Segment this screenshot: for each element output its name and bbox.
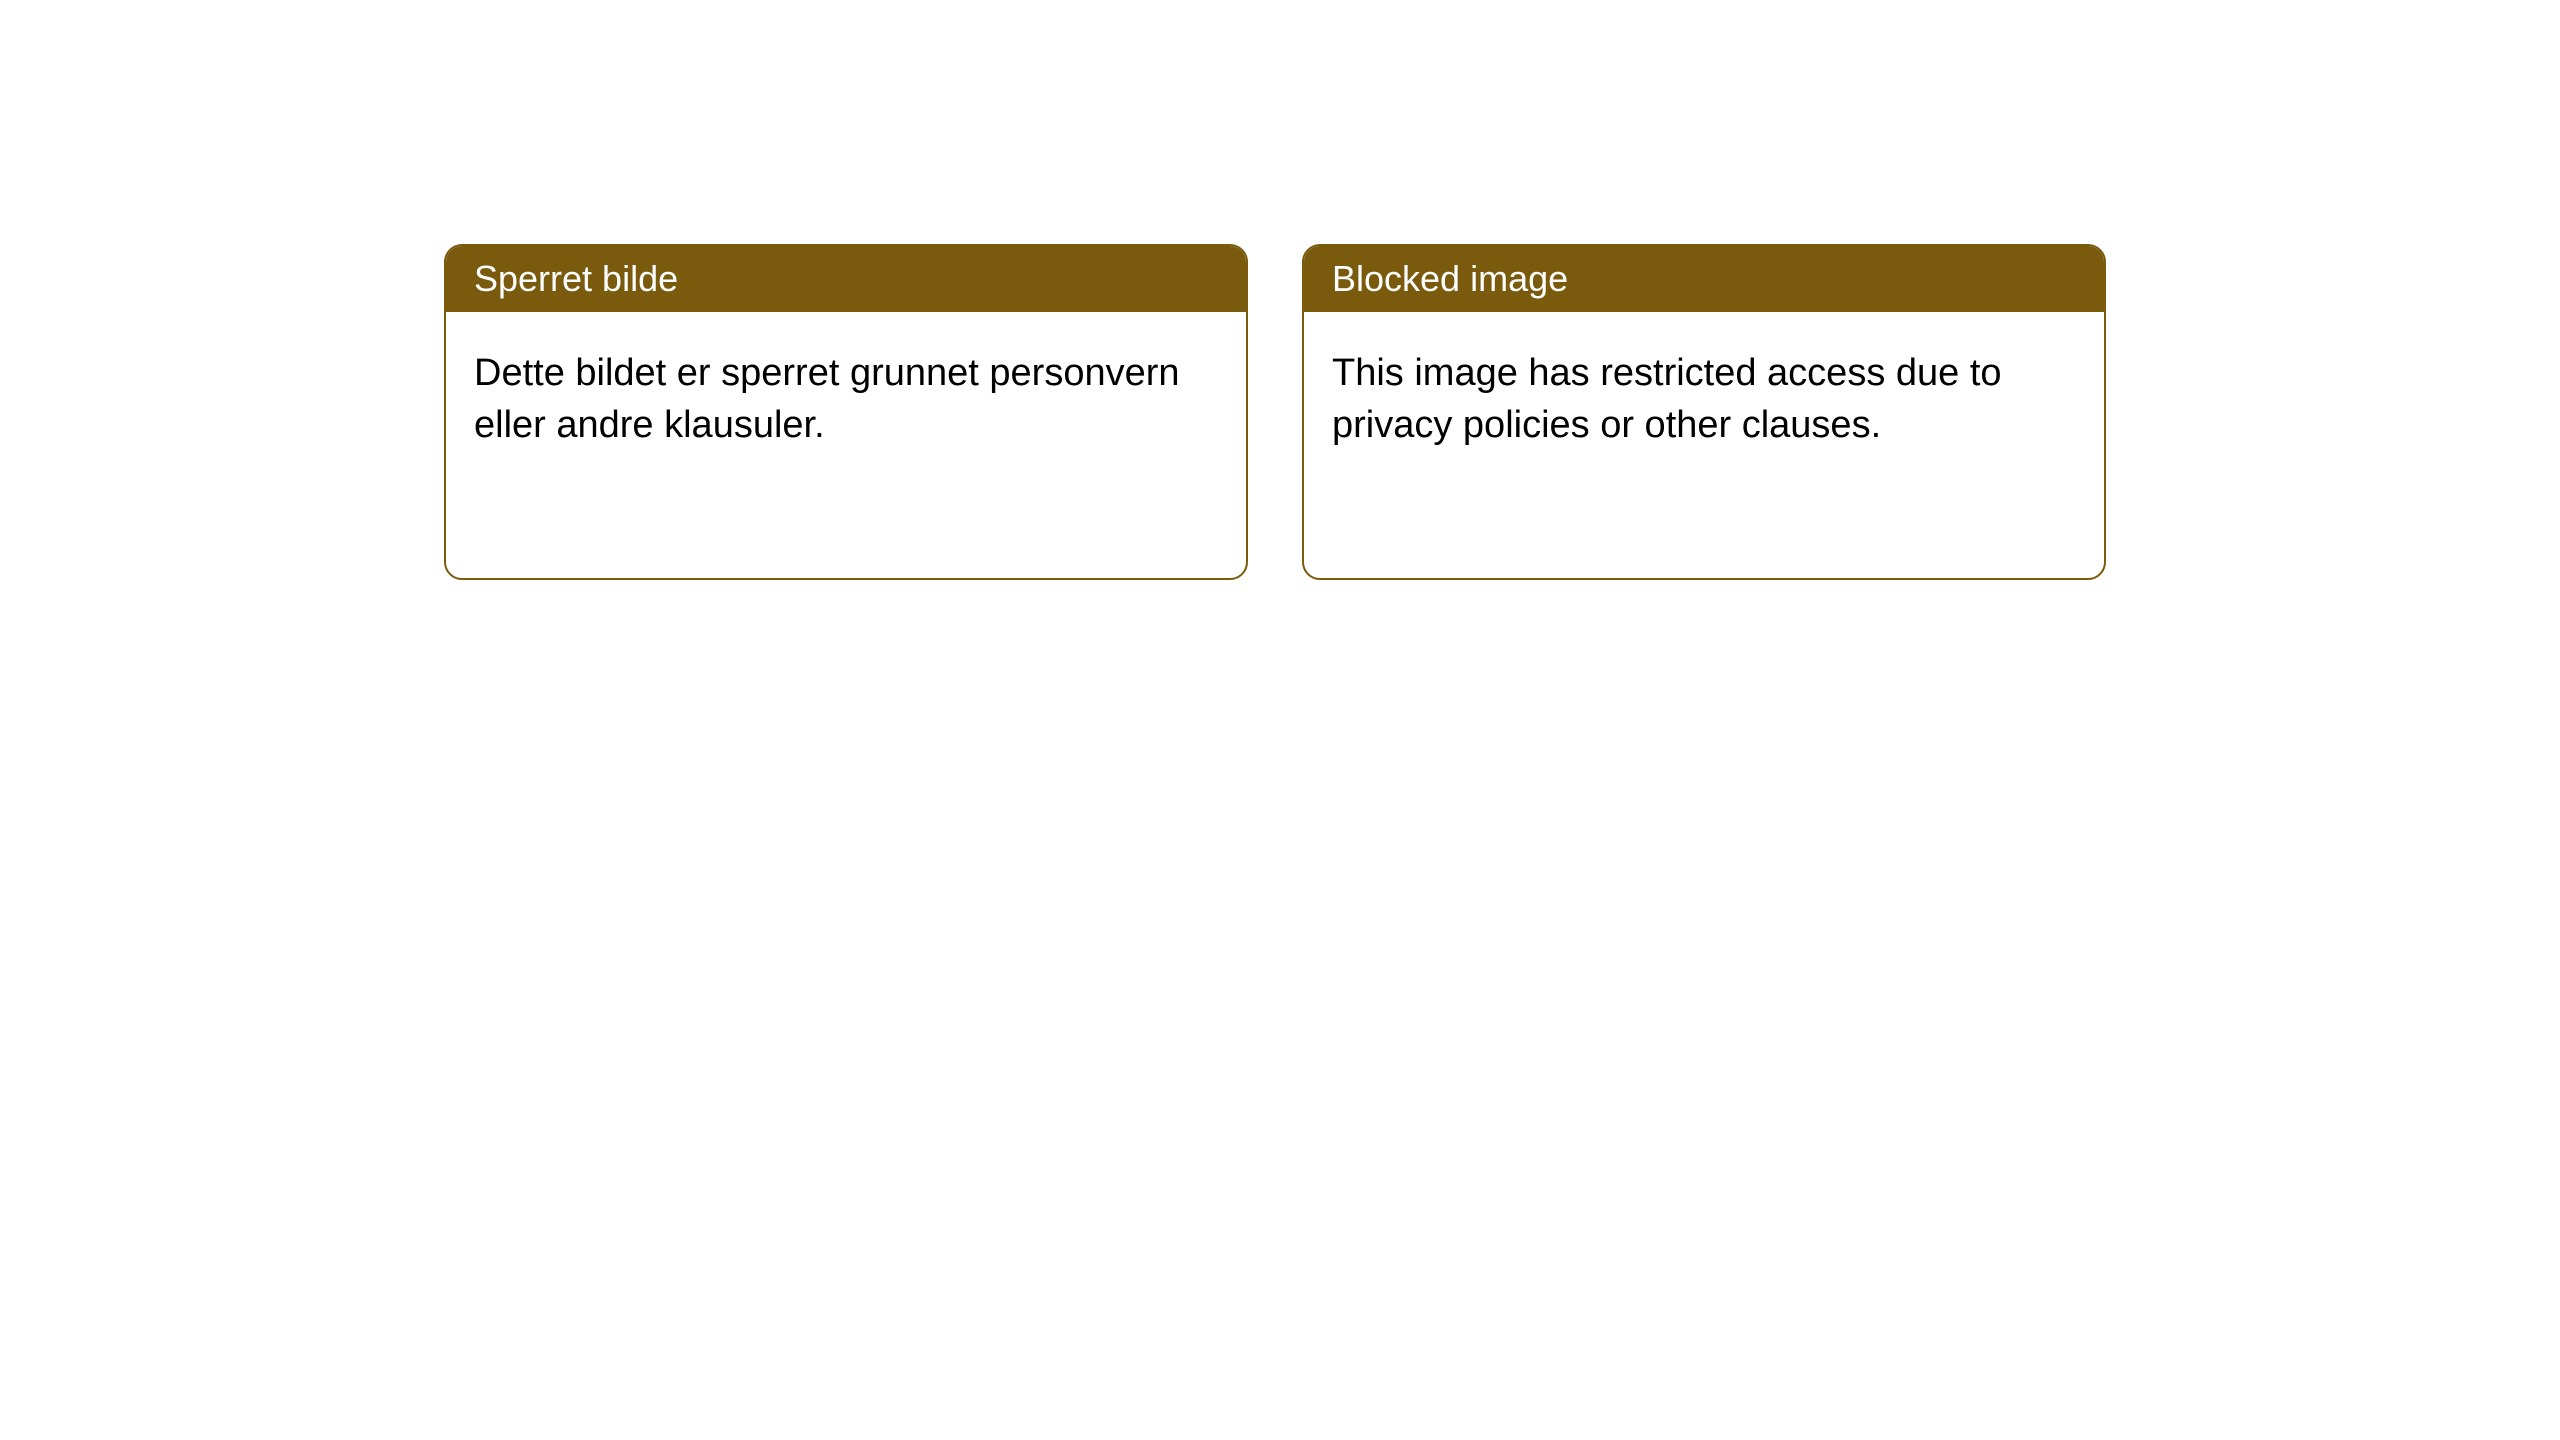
card-title-en: Blocked image xyxy=(1332,258,1568,299)
card-text-en: This image has restricted access due to … xyxy=(1332,348,2076,451)
card-header-en: Blocked image xyxy=(1304,246,2104,312)
notice-card-en: Blocked image This image has restricted … xyxy=(1302,244,2106,580)
card-header-no: Sperret bilde xyxy=(446,246,1246,312)
notice-card-no: Sperret bilde Dette bildet er sperret gr… xyxy=(444,244,1248,580)
card-body-no: Dette bildet er sperret grunnet personve… xyxy=(446,312,1246,487)
card-text-no: Dette bildet er sperret grunnet personve… xyxy=(474,348,1218,451)
notice-cards-container: Sperret bilde Dette bildet er sperret gr… xyxy=(444,244,2106,580)
card-body-en: This image has restricted access due to … xyxy=(1304,312,2104,487)
card-title-no: Sperret bilde xyxy=(474,258,678,299)
